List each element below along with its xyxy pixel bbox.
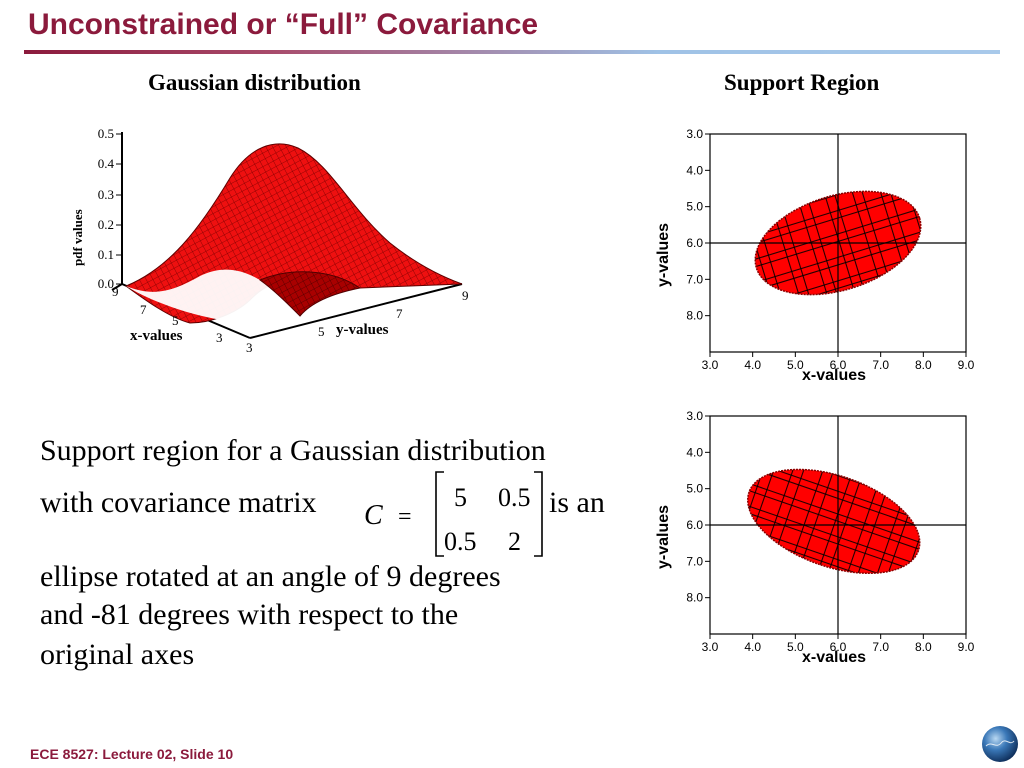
z-tick-label: 0.0 bbox=[98, 276, 114, 291]
x-tick-label: 8.0 bbox=[915, 640, 932, 654]
y-tick-label: 3 bbox=[246, 340, 253, 355]
body-line-2-prefix: with covariance matrix bbox=[40, 486, 317, 519]
y-axis-label: y-values bbox=[655, 505, 672, 569]
support-ellipse bbox=[747, 469, 920, 574]
title-rule bbox=[24, 50, 1000, 54]
matrix-right-bracket bbox=[534, 471, 543, 557]
y-tick-label: 8.0 bbox=[686, 309, 703, 323]
support-region-plot-1: 3.0 4.0 5.0 6.0 7.0 8.0 9.0 3.0 4.0 5.0 6.0 7.0 8.0 x… bbox=[655, 127, 975, 384]
z-tick-label: 0.1 bbox=[98, 247, 114, 262]
support-region-plot-2: 3.0 4.0 5.0 6.0 7.0 8.0 9.0 3.0 4.0 5.0 6.0 7.0 8.0 x… bbox=[655, 409, 975, 666]
matrix-equals: = bbox=[398, 504, 412, 530]
ellipse-outline bbox=[746, 468, 921, 575]
y-tick-label: 3.0 bbox=[686, 127, 703, 141]
x-tick-label: 4.0 bbox=[744, 640, 761, 654]
z-axis-label: pdf values bbox=[70, 209, 85, 266]
z-tick-label: 0.2 bbox=[98, 217, 114, 232]
matrix-cell: 0.5 bbox=[498, 483, 531, 512]
footer-label: ECE 8527: Lecture 02, Slide 10 bbox=[30, 746, 234, 762]
x-tick-label: 8.0 bbox=[915, 358, 932, 372]
z-axis-ticks: 0.5 0.4 0.3 0.2 0.1 0.0 bbox=[98, 126, 122, 291]
x-axis-label: x-values bbox=[130, 328, 183, 344]
x-tick-label: 4.0 bbox=[744, 358, 761, 372]
y-tick-label: 9 bbox=[462, 288, 469, 303]
body-line-3: ellipse rotated at an angle of 9 degrees bbox=[40, 560, 501, 593]
x-tick-label: 6.0 bbox=[830, 640, 847, 654]
x-tick-label: 7.0 bbox=[872, 358, 889, 372]
support-region-title: Support Region bbox=[724, 70, 880, 95]
matrix-cell: 0.5 bbox=[444, 527, 477, 556]
y-tick-label: 8.0 bbox=[686, 591, 703, 605]
matrix-left-bracket bbox=[435, 471, 444, 557]
y-tick-label: 4.0 bbox=[686, 445, 703, 459]
ellipse-hatch bbox=[734, 449, 934, 594]
x-tick-label: 6.0 bbox=[830, 358, 847, 372]
x-tick-label: 3.0 bbox=[702, 358, 719, 372]
body-line-4: and -81 degrees with respect to the bbox=[40, 598, 459, 631]
x-tick-label: 7 bbox=[140, 302, 147, 317]
matrix-cell: 5 bbox=[454, 483, 467, 512]
y-axis-ticks: 3 5 7 9 bbox=[246, 288, 469, 355]
body-line-5: original axes bbox=[40, 638, 195, 671]
y-axis-label: y-values bbox=[655, 223, 672, 287]
covariance-matrix: C = 5 0.5 0.5 2 bbox=[364, 471, 543, 557]
z-tick-label: 0.5 bbox=[98, 126, 114, 141]
body-line-1: Support region for a Gaussian distributi… bbox=[40, 434, 546, 467]
x-tick-label: 9.0 bbox=[958, 640, 975, 654]
x-tick-label: 9 bbox=[112, 284, 119, 299]
z-tick-label: 0.3 bbox=[98, 187, 114, 202]
y-tick-label: 6.0 bbox=[686, 236, 703, 250]
y-tick-label: 7 bbox=[396, 306, 403, 321]
y-axis-label: y-values bbox=[336, 322, 389, 338]
y-tick-label: 3.0 bbox=[686, 409, 703, 423]
y-tick-label: 7.0 bbox=[686, 554, 703, 568]
x-tick-label: 3.0 bbox=[702, 640, 719, 654]
x-axis-ticks: 9 7 5 3 bbox=[112, 284, 223, 345]
y-tick-label: 5.0 bbox=[686, 482, 703, 496]
x-tick-label: 3 bbox=[216, 330, 223, 345]
x-axis-label: x-values bbox=[802, 649, 866, 666]
x-tick-label: 5 bbox=[172, 313, 179, 328]
y-tick-label: 5.0 bbox=[686, 200, 703, 214]
surface-figure-title: Gaussian distribution bbox=[148, 70, 361, 95]
y-tick-label: 4.0 bbox=[686, 163, 703, 177]
globe-logo-icon bbox=[982, 726, 1018, 762]
x-tick-label: 9.0 bbox=[958, 358, 975, 372]
slide-title: Unconstrained or “Full” Covariance bbox=[28, 8, 539, 41]
matrix-symbol: C bbox=[364, 500, 383, 531]
x-tick-label: 5.0 bbox=[787, 358, 804, 372]
x-tick-label: 5.0 bbox=[787, 640, 804, 654]
y-tick-label: 7.0 bbox=[686, 272, 703, 286]
y-tick-label: 6.0 bbox=[686, 518, 703, 532]
body-line-2-suffix: is an bbox=[549, 486, 605, 519]
x-tick-label: 7.0 bbox=[872, 640, 889, 654]
matrix-cell: 2 bbox=[508, 527, 521, 556]
gaussian-surface-plot: 0.5 0.4 0.3 0.2 0.1 0.0 pdf values 9 7 5… bbox=[70, 126, 469, 355]
ellipse-outline bbox=[754, 190, 922, 296]
z-tick-label: 0.4 bbox=[98, 156, 115, 171]
y-tick-label: 5 bbox=[318, 324, 325, 339]
x-axis-label: x-values bbox=[802, 367, 866, 384]
